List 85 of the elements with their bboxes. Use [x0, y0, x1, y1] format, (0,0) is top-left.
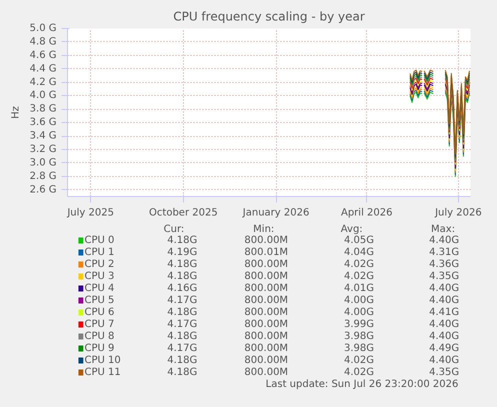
text: 4.17G	[167, 343, 198, 354]
text: 4.40G	[429, 331, 460, 342]
x-tick-label: January 2026	[242, 208, 310, 218]
text: 4.40G	[429, 283, 460, 294]
text: 4.35G	[429, 271, 460, 282]
legend-label: CPU 10	[84, 355, 121, 366]
y-tick-label: 5.0 G	[30, 23, 57, 34]
text: 4.16G	[167, 283, 198, 294]
y-tick-label: 4.6 G	[30, 50, 57, 61]
text: 4.19G	[167, 247, 198, 258]
text: 4.02G	[344, 367, 374, 378]
legend-label: CPU 4	[84, 283, 114, 294]
text: Last update: Sun Jul 26 23:20:00 2026	[266, 379, 458, 390]
text: 4.04G	[344, 247, 374, 258]
y-tick-label: 2.8 G	[30, 170, 57, 182]
text: 4.01G	[344, 283, 374, 294]
text: 800.00M	[244, 295, 288, 306]
legend-label: CPU 6	[84, 307, 114, 318]
x-tick-label: April 2026	[340, 208, 392, 218]
text: 800.00M	[244, 331, 288, 342]
y-tick-label: 3.2 G	[30, 144, 57, 155]
text: 3.98G	[344, 331, 374, 342]
text: 800.00M	[244, 319, 288, 330]
y-tick-label: 4.2 G	[30, 76, 57, 88]
text: 4.40G	[429, 295, 460, 306]
text: 4.40G	[429, 319, 460, 330]
legend-label: CPU 11	[84, 367, 121, 378]
text: 4.17G	[167, 319, 198, 330]
legend-label: CPU 3	[84, 271, 114, 282]
text: 4.05G	[344, 235, 374, 246]
text: 800.00M	[244, 343, 288, 354]
text: 3.98G	[344, 343, 374, 354]
text: 800.00M	[244, 367, 288, 378]
text: 4.41G	[429, 307, 460, 318]
text: Min:	[253, 224, 274, 235]
text: 4.02G	[344, 271, 374, 282]
text: Max:	[431, 224, 456, 235]
text: 4.18G	[167, 259, 198, 270]
y-tick-label: 3.8 G	[30, 104, 57, 115]
text: 4.18G	[167, 367, 198, 378]
y-axis-title: Hz	[10, 106, 22, 119]
text: 800.00M	[244, 259, 288, 270]
legend-label: CPU 9	[84, 343, 114, 354]
text: 4.49G	[429, 343, 460, 354]
x-tick-label: July 2025	[66, 208, 114, 218]
text: 4.02G	[344, 355, 374, 366]
text: 4.40G	[429, 355, 460, 366]
text: 4.31G	[429, 247, 460, 258]
text: 4.17G	[167, 295, 198, 306]
text: Avg:	[340, 224, 363, 235]
legend-label: CPU 2	[84, 259, 114, 270]
x-tick-label: July 2026	[434, 208, 482, 218]
legend-label: CPU 8	[84, 331, 114, 342]
y-tick-label: 4.0 G	[30, 90, 57, 102]
text: 3.99G	[344, 319, 374, 330]
text: 800.00M	[244, 355, 288, 366]
text: Cur:	[164, 224, 184, 235]
text: 4.00G	[344, 295, 374, 306]
text: 4.36G	[429, 259, 460, 270]
y-tick-label: 3.4 G	[30, 130, 57, 142]
text: 4.18G	[167, 307, 198, 318]
legend-label: CPU 5	[84, 295, 114, 306]
text: 4.18G	[167, 271, 198, 282]
text: 800.00M	[244, 235, 288, 246]
text: 800.00M	[244, 283, 288, 294]
y-tick-label: 3.0 G	[30, 157, 57, 168]
text: 4.18G	[167, 235, 198, 246]
text: 4.02G	[344, 259, 374, 270]
legend-label: CPU 0	[84, 235, 114, 246]
y-tick-label: 4.4 G	[30, 63, 57, 74]
text: 4.18G	[167, 331, 198, 342]
x-tick-label: October 2025	[149, 208, 218, 218]
text: 800.01M	[244, 247, 288, 258]
y-tick-label: 4.8 G	[30, 36, 57, 48]
text: 4.40G	[429, 235, 460, 246]
text: 4.00G	[344, 307, 374, 318]
chart-title: CPU frequency scaling - by year	[173, 10, 365, 24]
legend-label: CPU 7	[84, 319, 114, 330]
y-tick-label: 2.6 G	[30, 184, 57, 196]
text: 4.35G	[429, 367, 460, 378]
y-tick-label: 3.6 G	[30, 117, 57, 128]
text: 4.18G	[167, 355, 198, 366]
text: 800.00M	[244, 271, 288, 282]
legend-label: CPU 1	[84, 247, 114, 258]
text: 800.00M	[244, 307, 288, 318]
